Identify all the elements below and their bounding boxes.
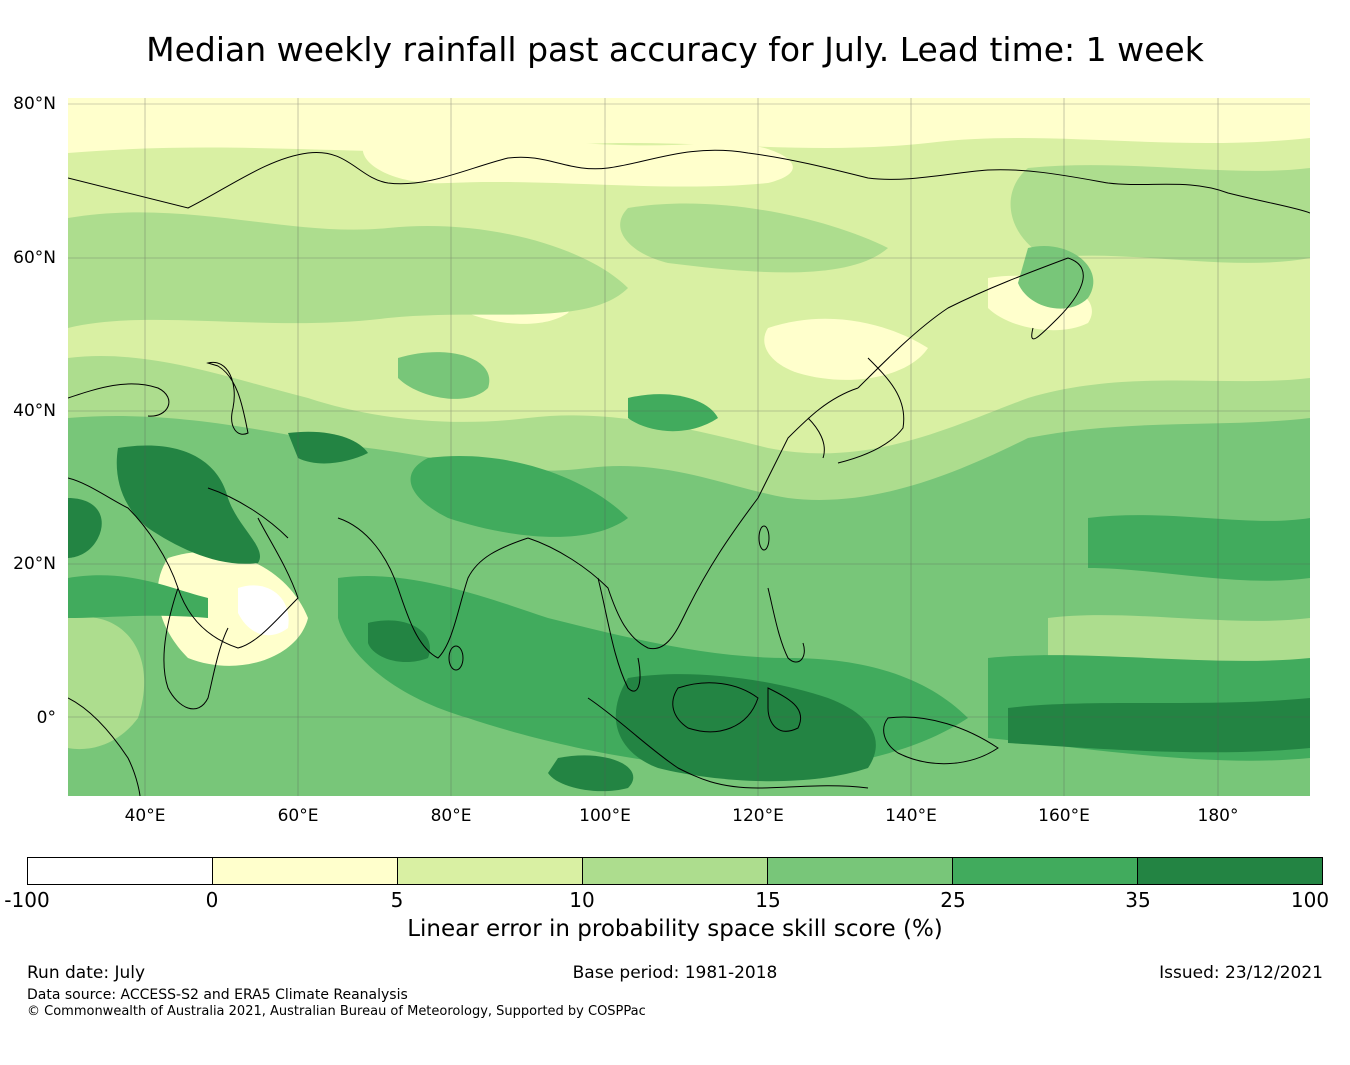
map-canvas (68, 98, 1310, 796)
lon-label-60e: 60°E (277, 806, 319, 826)
colorbar-label: Linear error in probability space skill … (407, 916, 943, 942)
colorbar-tick: 100 (1290, 888, 1330, 912)
lon-label-80e: 80°E (430, 806, 472, 826)
colorbar-segment (398, 858, 583, 884)
copyright: © Commonwealth of Australia 2021, Austra… (27, 1004, 646, 1019)
colorbar-tick: -100 (4, 888, 50, 912)
colorbar (27, 857, 1323, 885)
lat-label-40n: 40°N (13, 401, 56, 421)
colorbar-segment (28, 858, 213, 884)
colorbar-tick: 5 (390, 888, 404, 912)
colorbar-tick: 0 (205, 888, 219, 912)
lon-label-120e: 120°E (732, 806, 784, 826)
lat-label-20n: 20°N (13, 554, 56, 574)
lon-label-140e: 140°E (885, 806, 937, 826)
run-date: Run date: July (27, 963, 146, 983)
lat-label-60n: 60°N (13, 248, 56, 268)
colorbar-segment (768, 858, 953, 884)
colorbar-tick: 25 (940, 888, 966, 912)
issued-date: Issued: 23/12/2021 (1159, 963, 1323, 983)
skill-score-map (68, 98, 1310, 796)
colorbar-segment (1138, 858, 1322, 884)
lon-label-160e: 160°E (1038, 806, 1090, 826)
lon-label-100e: 100°E (579, 806, 631, 826)
lon-label-40e: 40°E (124, 806, 166, 826)
colorbar-segment (953, 858, 1138, 884)
coastlines (68, 149, 1310, 796)
colorbar-tick: 35 (1125, 888, 1151, 912)
colorbar-tick: 15 (755, 888, 781, 912)
lon-label-180: 180° (1197, 806, 1239, 826)
base-period: Base period: 1981-2018 (572, 963, 778, 983)
page-title: Median weekly rainfall past accuracy for… (146, 30, 1204, 69)
colorbar-segment (213, 858, 398, 884)
lat-label-0: 0° (36, 708, 56, 728)
data-source: Data source: ACCESS-S2 and ERA5 Climate … (27, 987, 408, 1003)
colorbar-tick: 10 (569, 888, 595, 912)
lat-label-80n: 80°N (13, 94, 56, 114)
colorbar-segment (583, 858, 768, 884)
